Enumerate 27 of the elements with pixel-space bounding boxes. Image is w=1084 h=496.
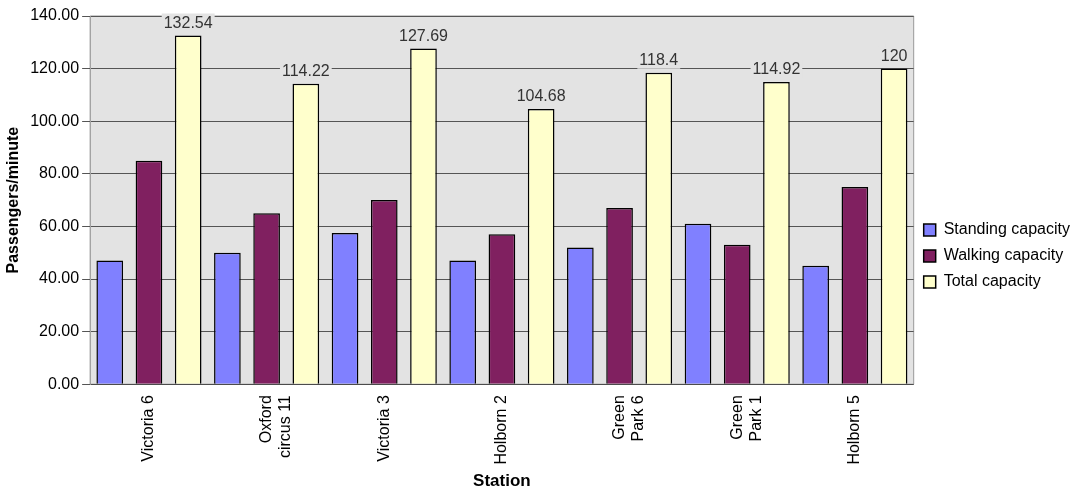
y-tick-label: 100.00 bbox=[30, 111, 80, 129]
x-tick-label: Green Park 1 bbox=[727, 395, 764, 442]
y-tick-label: 40.00 bbox=[39, 269, 80, 287]
x-tick-label: Holborn 2 bbox=[492, 395, 510, 465]
data-label: 114.92 bbox=[752, 60, 801, 78]
x-axis-title: Station bbox=[473, 471, 531, 491]
y-tick-label: 140.00 bbox=[30, 6, 80, 24]
x-tick-label: Holborn 5 bbox=[845, 395, 863, 465]
data-label: 120 bbox=[880, 47, 908, 65]
legend-label: Standing capacity bbox=[943, 220, 1071, 238]
x-tick-label: Oxford circus 11 bbox=[257, 395, 294, 459]
y-tick-label: 80.00 bbox=[39, 164, 80, 182]
data-label: 132.54 bbox=[163, 14, 213, 32]
y-tick-label: 120.00 bbox=[30, 59, 80, 77]
y-tick-label: 60.00 bbox=[39, 216, 80, 234]
data-label: 127.69 bbox=[399, 26, 449, 44]
legend-label: Total capacity bbox=[943, 272, 1041, 290]
x-tick-label: Green Park 6 bbox=[609, 395, 647, 442]
y-tick-label: 20.00 bbox=[39, 322, 80, 340]
data-label: 104.68 bbox=[516, 87, 566, 105]
y-tick-label: 0.00 bbox=[48, 374, 80, 392]
data-label: 118.4 bbox=[639, 51, 679, 69]
x-tick-label: Victoria 3 bbox=[374, 395, 392, 462]
legend-label: Walking capacity bbox=[943, 246, 1064, 264]
x-tick-label: Victoria 6 bbox=[139, 395, 157, 462]
data-label: 114.22 bbox=[281, 62, 330, 80]
y-axis-title: Passengers/minute bbox=[4, 126, 22, 274]
